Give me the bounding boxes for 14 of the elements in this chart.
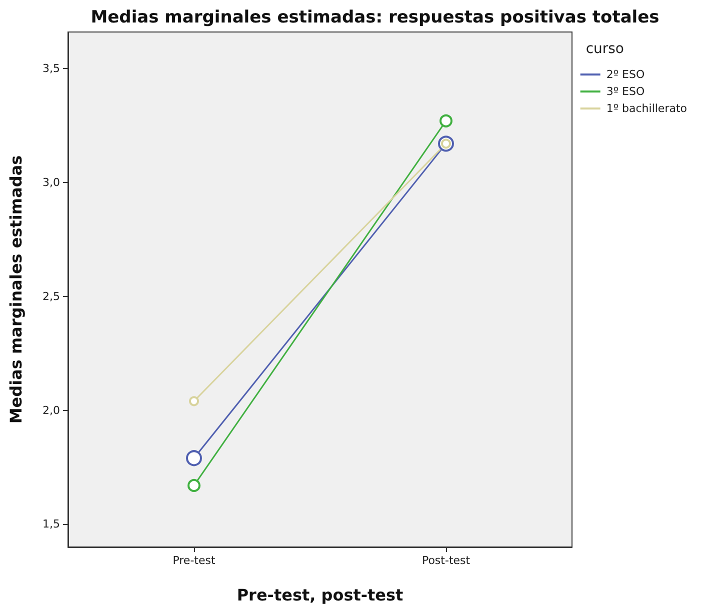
y-tick-label: 3,0 [42, 176, 60, 189]
chart-title: Medias marginales estimadas: respuestas positivas totales [90, 8, 660, 28]
x-axis-title: Pre-test, post-test [236, 586, 404, 604]
legend-label: 2º ESO [606, 68, 645, 81]
x-tick-label: Pre-test [172, 554, 216, 567]
y-axis-title: Medias marginales estimadas [6, 155, 26, 424]
legend-label: 1º bachillerato [606, 102, 688, 115]
y-tick-label: 2,5 [42, 290, 60, 303]
legend-title: curso [586, 41, 624, 57]
y-tick-label: 2,0 [42, 404, 60, 417]
y-tick-label: 3,5 [42, 62, 60, 75]
legend-label: 3º ESO [606, 85, 645, 98]
x-tick-label: Post-test [422, 554, 471, 567]
y-tick-label: 1,5 [42, 518, 60, 531]
